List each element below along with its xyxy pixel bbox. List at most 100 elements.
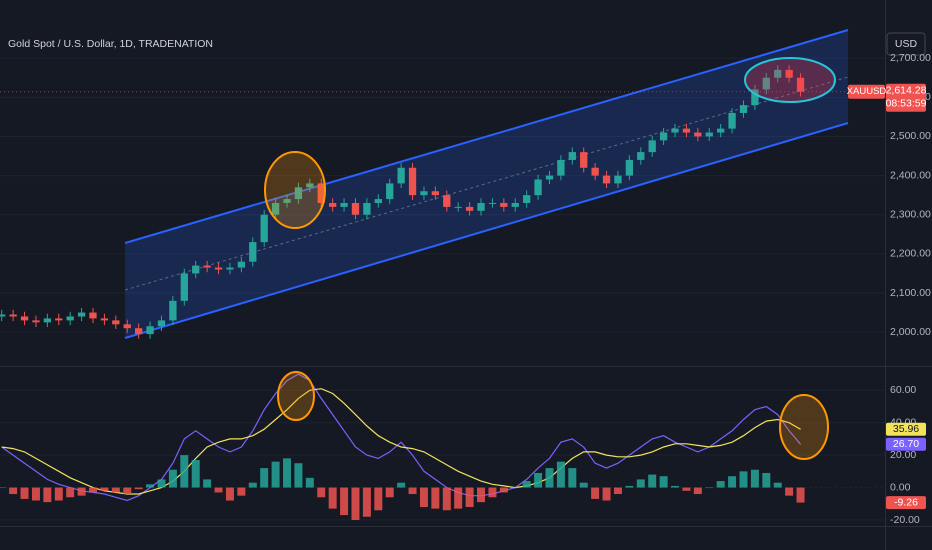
last-value-label: 35.96 bbox=[893, 423, 919, 435]
histogram-bar bbox=[146, 484, 155, 488]
histogram-bar bbox=[796, 487, 805, 503]
histogram-bar bbox=[203, 479, 212, 488]
last-price-box bbox=[886, 83, 926, 112]
y-tick-label: 2,400.00 bbox=[890, 169, 931, 181]
histogram-bar bbox=[305, 477, 314, 488]
candle-body bbox=[157, 320, 166, 327]
histogram-bar bbox=[20, 487, 29, 499]
last-value-label: 26.70 bbox=[893, 438, 919, 450]
histogram-bar bbox=[260, 468, 269, 488]
histogram-bar bbox=[568, 468, 577, 488]
y-tick-label: 2,200.00 bbox=[890, 248, 931, 260]
candle-body bbox=[785, 69, 793, 78]
mark-layer bbox=[0, 65, 885, 520]
candle-body bbox=[500, 202, 508, 207]
candle-body bbox=[568, 152, 576, 160]
channel-lower bbox=[124, 122, 849, 339]
histogram-bar bbox=[465, 487, 474, 508]
symbol-tag-box bbox=[848, 84, 885, 99]
candle-body bbox=[774, 69, 782, 78]
histogram-bar bbox=[43, 487, 52, 503]
last-value-label-box bbox=[886, 437, 926, 451]
candle-body bbox=[214, 267, 223, 270]
histogram-bar bbox=[454, 487, 463, 509]
candle-body bbox=[682, 128, 691, 133]
candle-body bbox=[329, 202, 337, 207]
y-tick-label: 0.00 bbox=[890, 481, 911, 493]
histogram-bar bbox=[705, 487, 714, 489]
currency-button[interactable] bbox=[886, 32, 926, 56]
histogram-bar bbox=[739, 471, 748, 488]
candle-body bbox=[66, 316, 74, 321]
candle-body bbox=[374, 199, 382, 203]
candle-body bbox=[9, 314, 17, 317]
histogram-bar bbox=[659, 476, 668, 488]
histogram-bar bbox=[31, 487, 40, 501]
histogram-bar bbox=[214, 487, 223, 493]
histogram-bar bbox=[431, 487, 440, 509]
candle-body bbox=[32, 320, 40, 323]
histogram-bar bbox=[123, 487, 132, 495]
histogram-bar bbox=[191, 459, 200, 488]
histogram-bar bbox=[682, 487, 691, 491]
histogram-bar bbox=[750, 469, 759, 488]
candle-body bbox=[534, 179, 542, 196]
candle-body bbox=[420, 191, 428, 196]
candle-body bbox=[306, 183, 314, 188]
candle-body bbox=[249, 242, 257, 262]
y-tick-label: 2,000.00 bbox=[890, 326, 931, 338]
histogram-bar bbox=[54, 487, 63, 501]
candle-body bbox=[363, 202, 371, 215]
candle-body bbox=[511, 202, 519, 207]
candle-body bbox=[465, 206, 474, 211]
y-tick-label: -20.00 bbox=[890, 514, 920, 526]
y-tick-label: 2,500.00 bbox=[890, 130, 931, 142]
candle-body bbox=[180, 273, 188, 301]
histogram-bar bbox=[0, 487, 6, 489]
highlight-ellipse bbox=[277, 371, 315, 421]
candle-body bbox=[283, 199, 291, 203]
chart-title: Gold Spot / U.S. Dollar, 1D, TRADENATION bbox=[8, 38, 213, 50]
channel-upper bbox=[124, 29, 849, 244]
candle-body bbox=[523, 195, 531, 203]
candle-body bbox=[739, 105, 748, 113]
grid-layer bbox=[0, 57, 885, 521]
candle-body bbox=[294, 187, 303, 200]
candle-body bbox=[351, 202, 360, 215]
histogram-bar bbox=[488, 487, 497, 498]
candle-body bbox=[671, 128, 679, 133]
candle-body bbox=[112, 320, 120, 325]
candle-body bbox=[694, 132, 702, 137]
histogram-bar bbox=[111, 487, 120, 493]
currency-label[interactable]: USD bbox=[895, 38, 918, 50]
histogram-bar bbox=[625, 485, 634, 488]
candle-body bbox=[146, 326, 154, 335]
candle-body bbox=[237, 261, 246, 268]
candle-body bbox=[77, 312, 86, 317]
candle-body bbox=[625, 159, 634, 176]
candle-body bbox=[477, 202, 485, 211]
histogram-bar bbox=[522, 481, 531, 488]
histogram-bar bbox=[180, 455, 189, 488]
candle-body bbox=[0, 314, 6, 317]
candle-body bbox=[317, 183, 325, 203]
histogram-bar bbox=[602, 487, 611, 501]
histogram-bar bbox=[545, 468, 554, 488]
histogram-bar bbox=[340, 487, 349, 516]
candle-body bbox=[397, 167, 405, 184]
histogram-bar bbox=[591, 487, 600, 499]
candle-body bbox=[55, 318, 63, 321]
candle-body bbox=[123, 324, 131, 329]
histogram-bar bbox=[328, 487, 337, 509]
candle-body bbox=[203, 265, 211, 268]
last-value-label-box bbox=[886, 496, 926, 510]
histogram-bar bbox=[283, 458, 292, 488]
histogram-bar bbox=[728, 476, 737, 488]
histogram-bar bbox=[408, 487, 417, 495]
histogram-bar bbox=[362, 487, 371, 517]
candle-body bbox=[169, 300, 177, 321]
histogram-bar bbox=[499, 487, 508, 493]
y-tick-label: 2,300.00 bbox=[890, 209, 931, 221]
candle-body bbox=[557, 159, 565, 176]
